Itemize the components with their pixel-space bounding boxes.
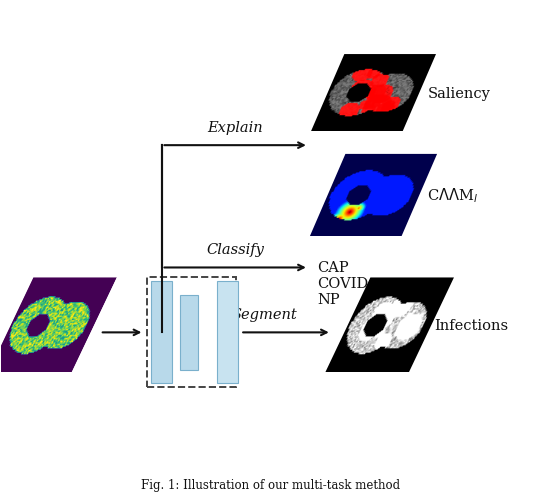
Bar (180, 296, 198, 370)
Bar (151, 282, 172, 384)
Bar (217, 282, 237, 384)
Text: Explain: Explain (208, 121, 263, 135)
Polygon shape (0, 278, 117, 373)
Text: COVID: COVID (317, 277, 368, 291)
Text: Segment: Segment (231, 308, 298, 322)
Polygon shape (325, 278, 454, 373)
Text: NP: NP (317, 293, 339, 307)
Text: Infections: Infections (434, 318, 508, 332)
Polygon shape (311, 55, 436, 132)
Text: Fig. 1: Illustration of our multi-task method: Fig. 1: Illustration of our multi-task m… (141, 477, 401, 490)
Text: Classify: Classify (206, 243, 264, 257)
Text: Saliency: Saliency (428, 87, 491, 101)
Text: C$\Lambda\Lambda$M$_l$: C$\Lambda\Lambda$M$_l$ (428, 186, 479, 205)
Polygon shape (310, 155, 437, 237)
Text: CAP: CAP (317, 261, 349, 275)
Bar (147, 278, 236, 387)
